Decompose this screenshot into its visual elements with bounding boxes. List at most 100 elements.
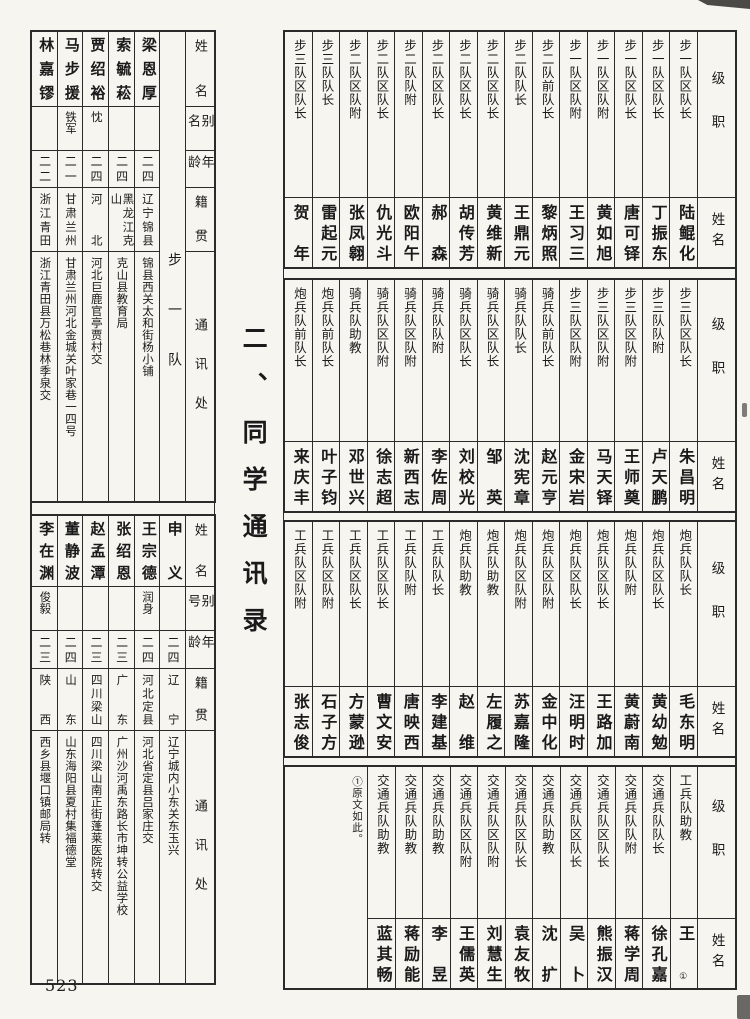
name-cell: 卢天鹏 <box>642 441 670 511</box>
cadre-name: 黄幼勉 <box>648 687 666 756</box>
rank-cell: 步一队区队长 <box>643 32 670 197</box>
student-column: 申义 二四 辽宁 辽宁城内小东关东玉兴 <box>159 516 186 983</box>
student-name: 贾绍裕 <box>88 37 105 101</box>
name-cell: 王鼎元 <box>505 197 532 267</box>
rank-cell: 步三队队长 <box>313 32 340 197</box>
student-column: 赵孟潭 二三 四川梁山 四川梁山南正街蓬莱医院转交 <box>82 516 109 983</box>
cadre-rank: 步三队区队附 <box>594 287 609 368</box>
cadre-name-text: 王儒英 <box>456 925 474 982</box>
cadre-rank: 炮兵队区队长 <box>649 529 664 610</box>
cadre-rank: 炮兵队助教 <box>484 529 499 597</box>
cadre-name-text: 蓝其畅 <box>373 925 391 982</box>
name-cell: 汪明时 <box>560 686 587 756</box>
cadre-name: 方蒙逊 <box>345 687 363 756</box>
name-cell: 索毓菘 <box>109 32 134 107</box>
cadre-name: 叶子钧 <box>317 442 335 511</box>
header-name-label: 姓名 <box>709 456 725 497</box>
rank-cell: 工兵队助教 <box>671 767 698 918</box>
cadre-table-engineer: 工兵队区队附 张志俊 工兵队区队附 石子方 工兵队区队长 方蒙逊 工兵队区队长 … <box>283 520 737 758</box>
cadre-rank: 步一队区队附 <box>594 39 609 120</box>
cadre-name: 徐志超 <box>372 442 390 511</box>
cadre-name-text: 张凤翱 <box>345 204 363 261</box>
native-place-cell: 广东 <box>109 669 134 731</box>
student-address: 浙江青田县万松巷林季泉交 <box>38 257 51 401</box>
cadre-name-text: 马天铎 <box>593 448 611 505</box>
cadre-rank: 骑兵队队长 <box>512 287 527 355</box>
name-cell: 刘慧生 <box>478 918 505 988</box>
student-column: 董静波 二四 山东 山东海阳县夏村集福德堂 <box>56 516 83 983</box>
header-native-label: 籍贯 <box>192 676 208 723</box>
name-cell: 叶子钧 <box>312 441 340 511</box>
cadre-rank: 步二队区队附 <box>346 39 361 120</box>
name-cell: 黄如旭 <box>587 197 615 267</box>
cadre-name: 王习三 <box>565 198 583 267</box>
cadre-name: 吴卜 <box>565 919 583 988</box>
cadre-name-text: 金宋岩 <box>565 448 583 505</box>
age-cell: 二四 <box>134 151 160 188</box>
student-alias: 俊毅 <box>38 591 51 614</box>
student-name: 王宗德 <box>139 521 156 581</box>
rank-cell: 炮兵队队长 <box>670 522 697 686</box>
student-native-place: 黑龙江克山 <box>109 193 134 246</box>
cadre-column: 交通兵队助教 蒋励能 <box>394 767 422 988</box>
student-address: 克山县教育局 <box>115 257 128 329</box>
alias-cell: 俊毅 <box>32 587 57 631</box>
cadre-column: 炮兵队助教 赵维 <box>449 522 477 756</box>
header-age: 年龄 <box>186 631 215 669</box>
name-cell: 毛东明 <box>670 686 697 756</box>
cadre-rank: 工兵队区队长 <box>374 529 389 610</box>
native-place-cell: 河北定县 <box>134 669 160 731</box>
student-column: 林嘉镠 二二 浙江青田 浙江青田县万松巷林季泉交 <box>32 32 57 501</box>
cadre-name: 黄蔚南 <box>620 687 639 756</box>
student-address: 西乡县堰口镇邮局转 <box>38 736 51 844</box>
name-cell: 邓世兴 <box>340 441 367 511</box>
cadre-column: 交通兵队区队附 王儒英 <box>449 767 477 988</box>
age-cell: 二一 <box>57 151 83 188</box>
cadre-column: 炮兵队前队长 叶子钧 <box>311 280 340 511</box>
student-native-place: 广东 <box>115 674 128 725</box>
cadre-column: 交通兵队助教 蓝其畅 <box>367 767 395 988</box>
header-column: 级职 姓名 <box>696 280 735 511</box>
cadre-name-text: 新西志 <box>400 448 418 505</box>
rank-cell: 骑兵队区队长 <box>450 280 477 441</box>
cadre-name-text: 王 <box>676 925 694 972</box>
rank-cell: 骑兵队区队长 <box>478 280 505 441</box>
cadre-column: 步二队区队附 张凤翱 <box>339 32 367 267</box>
student-column: 李在渊 俊毅 二三 陕西 西乡县堰口镇邮局转 <box>32 516 57 983</box>
cadre-name-text: 来庆丰 <box>290 448 308 505</box>
cadre-rank: 步二队队附 <box>401 39 416 107</box>
left-bottom-header-column: 姓名 别号 年龄 籍贯 通讯处 <box>185 516 215 983</box>
student-age: 二三 <box>114 635 129 666</box>
cadre-rank: 骑兵队区队长 <box>457 287 472 368</box>
cadre-name: 李建基 <box>428 687 445 756</box>
cadre-name: 黄维新 <box>483 198 500 267</box>
name-cell: 刘校光 <box>450 441 477 511</box>
cadre-name-text: 蒋学周 <box>621 925 639 982</box>
student-alias: 润身 <box>141 591 154 614</box>
cadre-column: 步三队区队附 马天铎 <box>586 280 615 511</box>
cadre-rank: 交通兵队队长 <box>649 774 664 855</box>
header-native: 籍贯 <box>186 188 215 252</box>
student-native-place: 河北定县 <box>141 674 154 725</box>
cadre-rank: 工兵队队附 <box>401 529 416 597</box>
cadre-name-text: 黄如旭 <box>593 204 611 261</box>
student-native-place: 浙江青田 <box>38 193 51 246</box>
cadre-rank: 工兵队区队附 <box>319 529 334 610</box>
cadre-rank: 步二队区队长 <box>457 39 472 120</box>
cadre-rank: 交通兵队区队长 <box>594 774 609 869</box>
header-age-label: 年龄 <box>186 155 215 170</box>
cadre-rank: 步三队队附 <box>649 287 664 355</box>
name-cell: 蓝其畅 <box>368 918 395 988</box>
cadre-name-text: 黄蔚南 <box>621 693 639 750</box>
cadre-column: 骑兵队前队长 赵元亨 <box>531 280 560 511</box>
cadre-name: 张凤翱 <box>345 198 363 267</box>
native-place-cell: 河北 <box>83 188 109 252</box>
cadre-name-text: 蒋励能 <box>401 925 419 982</box>
cadre-column: 步二队区队长 郝森 <box>421 32 450 267</box>
native-place-cell: 辽宁 <box>160 669 186 731</box>
name-cell: 沈扩 <box>533 918 560 988</box>
cadre-rank: 交通兵队区队附 <box>457 774 472 869</box>
header-address-label: 通讯处 <box>192 798 208 916</box>
cadre-column: 炮兵队队附 黄蔚南 <box>614 522 642 756</box>
address-cell: 辽宁城内小东关东玉兴 <box>160 731 185 983</box>
